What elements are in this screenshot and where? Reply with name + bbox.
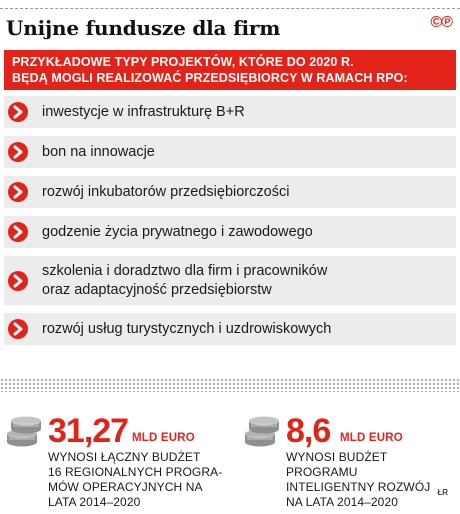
list-item: szkolenia i doradztwo dla firm i pracown…	[4, 256, 456, 305]
arrow-right-circle-icon	[8, 102, 28, 122]
projects-banner: PRZYKŁADOWE TYPY PROJEKTÓW, KTÓRE DO 202…	[4, 50, 456, 90]
list-item: rozwój inkubatorów przedsiębiorczości	[4, 176, 456, 208]
arrow-right-circle-icon	[8, 142, 28, 162]
stat-total-budget: 31,27 MLD EURO WYNOSI ŁĄCZNY BUDŻET 16 R…	[4, 412, 230, 512]
list-item-text: szkolenia i doradztwo dla firm i pracown…	[42, 262, 328, 279]
page-title: Unijne fundusze dla firm	[6, 16, 281, 40]
banner-line-1: PRZYKŁADOWE TYPY PROJEKTÓW, KTÓRE DO 202…	[12, 55, 354, 69]
arrow-right-circle-icon	[8, 319, 28, 339]
stat-description-line: LATA 2014–2020	[48, 495, 141, 509]
stat-description: WYNOSI ŁĄCZNY BUDŻET 16 REGIONALNYCH PRO…	[48, 450, 222, 510]
list-item-text: rozwój inkubatorów przedsiębiorczości	[42, 183, 290, 200]
coin-stack-icon	[7, 416, 41, 447]
stat-unit: MLD EURO	[340, 432, 403, 444]
dotted-divider	[0, 378, 460, 392]
project-list: inwestycje w infrastrukturę B+R bon na i…	[4, 96, 456, 353]
list-item-text-cont: oraz adaptacyjność przedsiębiorstw	[42, 281, 272, 298]
coin-stack-icon	[245, 416, 279, 447]
stat-unit: MLD EURO	[132, 432, 195, 444]
list-item-text: godzenie życia prywatnego i zawodowego	[42, 223, 313, 240]
stat-description-line: INTELIGENTNY ROZWÓJ	[286, 480, 431, 494]
author-credit: ŁR	[437, 488, 448, 497]
top-divider	[0, 8, 460, 9]
stat-intelligent-development: 8,6 MLD EURO WYNOSI BUDŻET PROGRAMU INTE…	[242, 412, 456, 512]
arrow-right-circle-icon	[8, 222, 28, 242]
list-item-text: rozwój usług turystycznych i uzdrowiskow…	[42, 320, 332, 337]
list-item: godzenie życia prywatnego i zawodowego	[4, 216, 456, 248]
list-item: rozwój usług turystycznych i uzdrowiskow…	[4, 313, 456, 345]
stat-description-line: NA LATA 2014–2020	[286, 495, 399, 509]
stat-description: WYNOSI BUDŻET PROGRAMU INTELIGENTNY ROZW…	[286, 450, 456, 510]
stat-description-line: 16 REGIONALNYCH PROGRA-	[48, 465, 223, 479]
list-item: bon na innowacje	[4, 136, 456, 168]
stat-value: 8,6	[286, 412, 331, 450]
stat-description-line: WYNOSI BUDŻET PROGRAMU	[286, 450, 388, 479]
list-item-text: bon na innowacje	[42, 143, 155, 160]
arrow-right-circle-icon	[8, 182, 28, 202]
list-item: inwestycje w infrastrukturę B+R	[4, 96, 456, 128]
banner-line-2: BĘDĄ MOGLI REALIZOWAĆ PRZEDSIĘBIORCY W R…	[12, 71, 408, 85]
stat-value: 31,27	[48, 412, 129, 450]
brand-logo: ©℗	[430, 14, 453, 31]
arrow-right-circle-icon	[8, 271, 28, 291]
list-item-text: inwestycje w infrastrukturę B+R	[42, 103, 245, 120]
stat-description-line: WYNOSI ŁĄCZNY BUDŻET	[48, 450, 201, 464]
stat-description-line: MÓW OPERACYJNYCH NA	[48, 480, 203, 494]
